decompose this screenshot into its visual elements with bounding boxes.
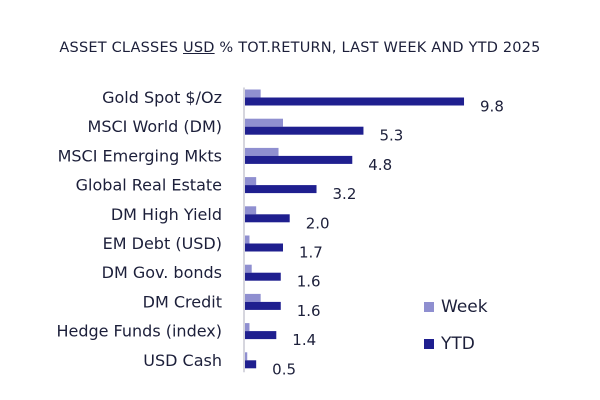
bar-ytd — [245, 243, 283, 252]
data-label: 1.6 — [297, 273, 321, 291]
bar-ytd — [245, 214, 290, 223]
legend-swatch-week — [424, 302, 434, 312]
category-label: Global Real Estate — [76, 176, 222, 195]
data-label: 1.7 — [299, 244, 323, 262]
bar-week — [245, 264, 252, 273]
category-label: DM High Yield — [111, 205, 222, 224]
bar-ytd — [245, 360, 257, 369]
bar-week — [245, 147, 279, 156]
bar-week — [245, 177, 257, 186]
title-part-2: % TOT.RETURN, LAST WEEK AND YTD 2025 — [214, 40, 541, 56]
bar-week — [245, 118, 283, 127]
data-label: 0.5 — [272, 360, 296, 378]
data-label: 5.3 — [379, 127, 403, 145]
bar-week — [245, 352, 248, 361]
bar-ytd — [245, 126, 364, 135]
bar-ytd — [245, 185, 317, 194]
bar-ytd — [245, 272, 281, 281]
data-label: 9.8 — [480, 98, 504, 116]
bar-week — [245, 235, 250, 244]
category-label: Hedge Funds (index) — [56, 322, 222, 341]
data-label: 1.6 — [297, 302, 321, 320]
category-label: DM Gov. bonds — [102, 263, 222, 282]
title-part-1: ASSET CLASSES — [59, 40, 184, 56]
data-label: 4.8 — [368, 156, 392, 174]
title-part-usd: USD — [183, 40, 215, 56]
bar-ytd — [245, 331, 277, 340]
category-label: DM Credit — [143, 292, 222, 311]
bar-week — [245, 206, 257, 215]
category-label: MSCI World (DM) — [88, 117, 222, 136]
category-label: Gold Spot $/Oz — [102, 88, 222, 107]
bar-ytd — [245, 301, 281, 310]
data-label: 1.4 — [292, 331, 316, 349]
bar-ytd — [245, 97, 465, 106]
bar-week — [245, 89, 261, 98]
bar-week — [245, 323, 250, 332]
data-label: 2.0 — [306, 214, 330, 232]
bar-ytd — [245, 155, 353, 164]
chart-title: ASSET CLASSES USD % TOT.RETURN, LAST WEE… — [0, 40, 600, 56]
legend-label-ytd: YTD — [440, 334, 475, 354]
legend-label-week: Week — [441, 297, 488, 317]
legend-swatch-ytd — [424, 339, 434, 349]
category-label: EM Debt (USD) — [103, 234, 222, 253]
category-label: USD Cash — [143, 351, 222, 370]
bar-week — [245, 293, 261, 302]
data-label: 3.2 — [333, 185, 357, 203]
category-label: MSCI Emerging Mkts — [58, 146, 222, 165]
